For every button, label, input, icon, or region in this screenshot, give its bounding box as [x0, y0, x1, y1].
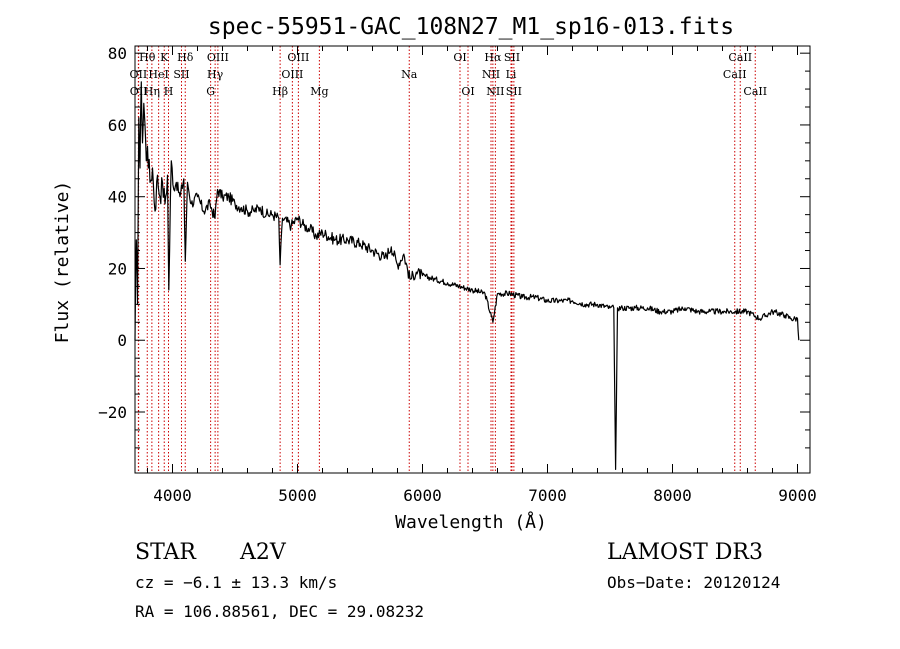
obs-date: Obs−Date: 20120124: [607, 573, 781, 592]
line-label-sii: SII: [173, 68, 189, 81]
line-label-mg: Mg: [310, 85, 328, 98]
subclass: A2V: [240, 540, 286, 565]
line-label-hβ: Hβ: [272, 85, 288, 98]
line-label-oi: OI: [461, 85, 474, 98]
line-label-hei: HeI: [148, 68, 168, 81]
spectral-line-labels: OII OII Hθ Hη HeI K H SII Hδ G Hγ OIII Hβ OIII OIII Mg N…: [130, 51, 768, 98]
line-label-sii: SII: [506, 85, 522, 98]
chart-title: spec-55951-GAC_108N27_M1_sp16-013.fits: [208, 14, 734, 40]
y-tick-label: 0: [117, 331, 127, 350]
y-tick-label: 60: [108, 116, 127, 135]
line-label-hθ: Hθ: [139, 51, 156, 64]
line-label-na: Na: [401, 68, 418, 81]
y-tick-label: 80: [108, 44, 127, 63]
x-tick-label: 8000: [653, 486, 692, 505]
line-label-caii: CaII: [723, 68, 747, 81]
survey-name: LAMOST DR3: [607, 540, 763, 565]
line-label-oii: OII: [130, 85, 148, 98]
plot-frame: [134, 45, 811, 474]
line-label-oii: OII: [130, 68, 148, 81]
x-axis-label: Wavelength (Å): [395, 511, 547, 533]
x-axis: 4000 5000 6000 7000 8000 9000: [147, 46, 817, 505]
line-label-nii: NII: [486, 85, 504, 98]
line-label-sii: SII: [504, 51, 520, 64]
x-tick-label: 9000: [778, 486, 817, 505]
line-label-hη: Hη: [144, 85, 160, 98]
line-label-oiii: OIII: [281, 68, 303, 81]
x-tick-label: 4000: [153, 486, 192, 505]
line-label-oiii: OIII: [207, 51, 229, 64]
object-class: STAR: [135, 540, 196, 565]
y-tick-label: −20: [98, 403, 127, 422]
line-label-hα: Hα: [484, 51, 502, 64]
line-label-li: Li: [506, 68, 517, 81]
y-axis: −20 0 20 40 60 80: [98, 44, 810, 449]
x-tick-label: 6000: [403, 486, 442, 505]
line-label-hγ: Hγ: [207, 68, 224, 81]
y-tick-label: 40: [108, 188, 127, 207]
redshift-value: cz = −6.1 ± 13.3 km/s: [135, 573, 338, 592]
line-label-hδ: Hδ: [177, 51, 194, 64]
line-label-caii: CaII: [728, 51, 752, 64]
spectrum-line: [134, 81, 800, 470]
line-label-caii: CaII: [743, 85, 767, 98]
line-label-oiii: OIII: [287, 51, 309, 64]
spectral-line-markers: [137, 46, 756, 473]
x-tick-label: 7000: [528, 486, 567, 505]
y-tick-label: 20: [108, 259, 127, 278]
line-label-oi: OI: [453, 51, 466, 64]
line-label-h: H: [164, 85, 174, 98]
x-tick-label: 5000: [278, 486, 317, 505]
coordinates: RA = 106.88561, DEC = 29.08232: [135, 602, 424, 621]
y-axis-label: Flux (relative): [52, 181, 73, 344]
line-label-nii: NII: [482, 68, 500, 81]
line-label-g: G: [206, 85, 215, 98]
line-label-k: K: [160, 51, 169, 64]
